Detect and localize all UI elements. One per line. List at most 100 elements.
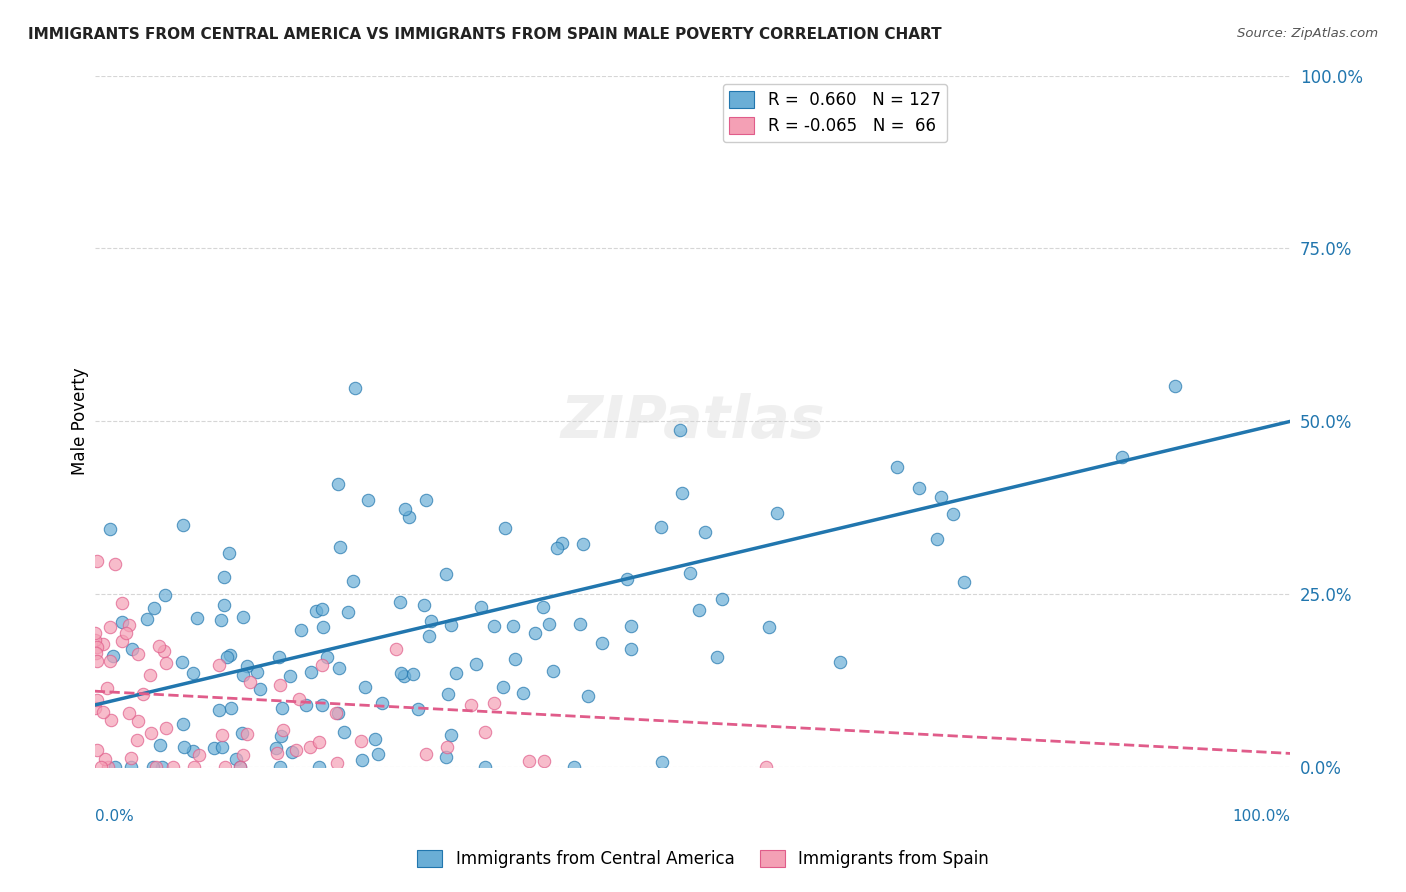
Point xyxy=(232,668,254,682)
Point xyxy=(482,696,505,710)
Point xyxy=(148,639,170,653)
Point xyxy=(204,741,226,756)
Point xyxy=(172,717,194,731)
Point xyxy=(183,760,205,774)
Point xyxy=(115,625,138,640)
Point xyxy=(925,532,948,546)
Point xyxy=(86,693,108,707)
Text: IMMIGRANTS FROM CENTRAL AMERICA VS IMMIGRANTS FROM SPAIN MALE POVERTY CORRELATIO: IMMIGRANTS FROM CENTRAL AMERICA VS IMMIG… xyxy=(28,27,942,42)
Point xyxy=(436,740,458,755)
Point xyxy=(415,492,437,507)
Point xyxy=(266,746,288,760)
Point xyxy=(299,665,322,679)
Point xyxy=(706,649,728,664)
Point xyxy=(218,546,240,560)
Point xyxy=(153,588,176,602)
Point xyxy=(343,381,366,395)
Point xyxy=(434,567,457,582)
Point xyxy=(162,760,184,774)
Point xyxy=(494,521,516,535)
Point xyxy=(270,729,292,743)
Point xyxy=(236,726,259,740)
Point xyxy=(492,681,515,695)
Point xyxy=(127,647,149,661)
Point xyxy=(312,620,335,634)
Point xyxy=(398,510,420,524)
Point xyxy=(546,541,568,555)
Point xyxy=(127,714,149,728)
Point xyxy=(271,701,294,715)
Point xyxy=(401,666,423,681)
Point xyxy=(695,525,717,540)
Point xyxy=(325,706,347,720)
Point xyxy=(100,713,122,727)
Point xyxy=(94,751,117,765)
Point xyxy=(311,657,333,672)
Point xyxy=(537,617,560,632)
Point xyxy=(155,656,177,670)
Point xyxy=(523,625,546,640)
Point xyxy=(225,752,247,766)
Point xyxy=(208,703,231,717)
Point xyxy=(669,423,692,437)
Point xyxy=(616,573,638,587)
Point xyxy=(953,575,976,590)
Point xyxy=(97,759,120,773)
Point xyxy=(329,540,352,554)
Point xyxy=(120,751,142,765)
Text: Source: ZipAtlas.com: Source: ZipAtlas.com xyxy=(1237,27,1378,40)
Point xyxy=(415,747,437,761)
Point xyxy=(249,681,271,696)
Point xyxy=(118,618,141,632)
Point xyxy=(214,760,236,774)
Point xyxy=(142,760,165,774)
Point xyxy=(388,595,411,609)
Point xyxy=(651,755,673,769)
Point xyxy=(576,690,599,704)
Point xyxy=(326,706,349,721)
Point xyxy=(271,723,294,737)
Point xyxy=(308,735,330,749)
Point xyxy=(101,648,124,663)
Point xyxy=(408,702,430,716)
Point xyxy=(269,678,291,692)
Point xyxy=(484,619,506,633)
Point xyxy=(181,666,204,681)
Point xyxy=(142,600,165,615)
Point xyxy=(650,520,672,534)
Point xyxy=(215,649,238,664)
Point xyxy=(470,600,492,615)
Point xyxy=(83,700,105,714)
Point xyxy=(93,637,115,651)
Point xyxy=(367,747,389,761)
Point xyxy=(98,654,121,668)
Point xyxy=(1164,379,1187,393)
Point xyxy=(315,650,337,665)
Text: 100.0%: 100.0% xyxy=(1232,809,1291,824)
Point xyxy=(96,681,118,695)
Point xyxy=(502,618,524,632)
Point xyxy=(264,741,287,756)
Point xyxy=(84,633,107,648)
Point xyxy=(434,749,457,764)
Point xyxy=(512,686,534,700)
Point xyxy=(446,665,468,680)
Point xyxy=(152,643,174,657)
Point xyxy=(363,732,385,747)
Point xyxy=(474,760,496,774)
Point xyxy=(86,554,108,568)
Point xyxy=(464,657,486,671)
Text: 0.0%: 0.0% xyxy=(94,809,134,824)
Point xyxy=(551,536,574,550)
Point xyxy=(186,611,208,625)
Point xyxy=(269,760,291,774)
Point xyxy=(111,615,134,629)
Point xyxy=(214,598,236,612)
Point xyxy=(357,493,380,508)
Point xyxy=(290,624,312,638)
Point xyxy=(288,692,311,706)
Point xyxy=(86,640,108,655)
Point xyxy=(229,760,252,774)
Point xyxy=(326,756,349,770)
Point xyxy=(284,743,307,757)
